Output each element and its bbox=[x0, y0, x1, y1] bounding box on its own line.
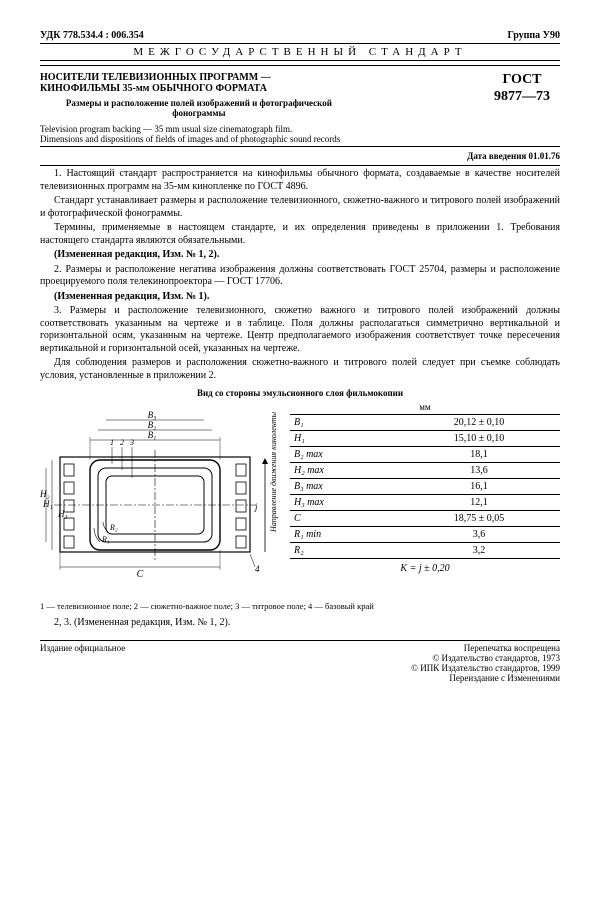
footer-right-4: Переиздание с Изменениями bbox=[411, 673, 560, 683]
svg-text:H₂: H₂ bbox=[40, 489, 50, 499]
table-row: R₁ min3,6 bbox=[290, 527, 560, 543]
table-row: B₃ max16,1 bbox=[290, 479, 560, 495]
footer-right-2: © Издательство стандартов, 1973 bbox=[411, 653, 560, 663]
svg-text:H₁: H₁ bbox=[42, 499, 53, 509]
amend-23-wrap: 2, 3. (Измененная редакция, Изм. № 1, 2)… bbox=[40, 617, 560, 630]
svg-text:B₁: B₁ bbox=[148, 430, 157, 440]
figure-legend: 1 — телевизионное поле; 2 — сюжетно-важн… bbox=[40, 601, 560, 611]
title-ru-line1: НОСИТЕЛИ ТЕЛЕВИЗИОННЫХ ПРОГРАММ — bbox=[40, 72, 271, 83]
footer-left: Издание официальное bbox=[40, 643, 125, 683]
para-2: 2. Размеры и расположение негатива изобр… bbox=[40, 264, 560, 289]
svg-text:R₂: R₂ bbox=[109, 523, 118, 532]
gost-value: 9877—73 bbox=[494, 89, 550, 104]
para-1b: Стандарт устанавливает размеры и располо… bbox=[40, 195, 560, 220]
footer-right-3: © ИПК Издательство стандартов, 1999 bbox=[411, 663, 560, 673]
udk-code: УДК 778.534.4 : 006.354 bbox=[40, 30, 144, 41]
divider bbox=[40, 146, 560, 147]
amend-1: (Измененная редакция, Изм. № 1, 2). bbox=[40, 249, 560, 262]
para-1c: Термины, применяемые в настоящем стандар… bbox=[40, 222, 560, 247]
svg-text:1: 1 bbox=[110, 438, 114, 447]
page: УДК 778.534.4 : 006.354 Группа У90 МЕЖГО… bbox=[0, 0, 600, 713]
gost-number: ГОСТ 9877—73 bbox=[494, 72, 560, 106]
dimension-table: B₁20,12 ± 0,10 H₁15,10 ± 0,10 B₂ max18,1… bbox=[290, 414, 560, 559]
k-equation: K = j ± 0,20 bbox=[290, 563, 560, 574]
title-en-line2: Dimensions and dispositions of fields of… bbox=[40, 134, 340, 144]
diagram: R₁ R₂ 1 2 3 B₁ B₂ B₃ bbox=[40, 402, 280, 597]
table-row: B₂ max18,1 bbox=[290, 447, 560, 463]
svg-text:B₂: B₂ bbox=[148, 420, 157, 430]
table-row: B₁20,12 ± 0,10 bbox=[290, 415, 560, 431]
para-3: 3. Размеры и расположение телевизионного… bbox=[40, 305, 560, 355]
banner: МЕЖГОСУДАРСТВЕННЫЙ СТАНДАРТ bbox=[40, 43, 560, 61]
title-ru-line2: КИНОФИЛЬМЫ 35-мм ОБЫЧНОГО ФОРМАТА bbox=[40, 83, 267, 94]
title-left: НОСИТЕЛИ ТЕЛЕВИЗИОННЫХ ПРОГРАММ — КИНОФИ… bbox=[40, 72, 494, 144]
amend-2: (Измененная редакция, Изм. № 1). bbox=[40, 291, 560, 304]
footer-right-1: Перепечатка воспрещена bbox=[411, 643, 560, 653]
intro-date: Дата введения 01.01.76 bbox=[40, 151, 560, 161]
para-3b: Для соблюдения размеров и расположения с… bbox=[40, 357, 560, 382]
svg-text:4: 4 bbox=[255, 564, 260, 574]
table-row: H₃ max12,1 bbox=[290, 495, 560, 511]
svg-text:2: 2 bbox=[120, 438, 124, 447]
mm-label: мм bbox=[290, 402, 560, 412]
svg-text:3: 3 bbox=[129, 438, 134, 447]
footer-right: Перепечатка воспрещена © Издательство ст… bbox=[411, 643, 560, 683]
svg-text:R₁: R₁ bbox=[101, 535, 110, 544]
table-row: H₁15,10 ± 0,10 bbox=[290, 431, 560, 447]
figure-row: R₁ R₂ 1 2 3 B₁ B₂ B₃ bbox=[40, 402, 560, 597]
svg-text:j: j bbox=[254, 502, 258, 512]
title-block: НОСИТЕЛИ ТЕЛЕВИЗИОННЫХ ПРОГРАММ — КИНОФИ… bbox=[40, 72, 560, 144]
gost-label: ГОСТ bbox=[502, 72, 541, 87]
group-code: Группа У90 bbox=[507, 30, 560, 41]
divider bbox=[40, 165, 560, 166]
amend-23: 2, 3. (Измененная редакция, Изм. № 1, 2)… bbox=[40, 617, 560, 630]
film-diagram-svg: R₁ R₂ 1 2 3 B₁ B₂ B₃ bbox=[40, 402, 280, 592]
svg-text:C: C bbox=[137, 569, 144, 580]
svg-text:B₃: B₃ bbox=[148, 410, 157, 420]
title-en-line1: Television program backing — 35 mm usual… bbox=[40, 124, 292, 134]
title-en: Television program backing — 35 mm usual… bbox=[40, 124, 494, 144]
header-top: УДК 778.534.4 : 006.354 Группа У90 bbox=[40, 30, 560, 41]
title-ru: НОСИТЕЛИ ТЕЛЕВИЗИОННЫХ ПРОГРАММ — КИНОФИ… bbox=[40, 72, 494, 94]
divider bbox=[40, 65, 560, 66]
subtitle-ru: Размеры и расположение полей изображений… bbox=[40, 98, 358, 118]
motion-label: Направление движения киноленты bbox=[269, 411, 278, 533]
footer: Издание официальное Перепечатка воспреще… bbox=[40, 640, 560, 683]
figure-caption: Вид со стороны эмульсионного слоя фильмо… bbox=[40, 388, 560, 398]
table-row: C18,75 ± 0,05 bbox=[290, 511, 560, 527]
para-1: 1. Настоящий стандарт распространяется н… bbox=[40, 168, 560, 193]
dimension-table-wrap: мм B₁20,12 ± 0,10 H₁15,10 ± 0,10 B₂ max1… bbox=[290, 402, 560, 574]
svg-text:H₃: H₃ bbox=[57, 509, 68, 519]
table-row: R₂3,2 bbox=[290, 543, 560, 559]
body-text: 1. Настоящий стандарт распространяется н… bbox=[40, 168, 560, 382]
table-row: H₂ max13,6 bbox=[290, 463, 560, 479]
